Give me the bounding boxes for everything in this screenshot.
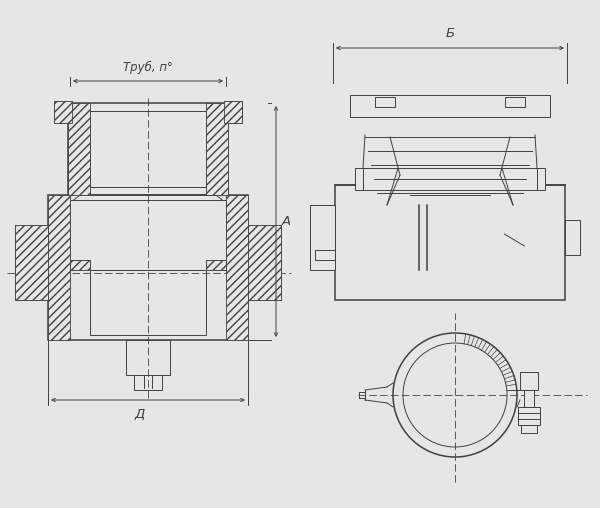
Bar — [54, 101, 72, 123]
Bar — [70, 200, 226, 270]
Bar — [520, 372, 538, 390]
Bar — [226, 195, 248, 340]
Bar — [90, 111, 206, 187]
Bar — [224, 101, 242, 123]
Bar — [54, 101, 72, 123]
Bar — [350, 95, 550, 117]
Bar — [335, 185, 565, 300]
Bar — [134, 375, 162, 390]
Bar — [505, 97, 525, 107]
Text: Б: Б — [445, 27, 455, 40]
Bar — [518, 407, 540, 425]
Bar — [206, 103, 228, 195]
Bar — [48, 195, 248, 340]
Bar — [126, 340, 170, 375]
Bar — [68, 103, 228, 195]
Text: А: А — [282, 215, 291, 228]
Bar — [524, 390, 534, 407]
Bar — [70, 260, 90, 270]
Bar — [521, 425, 537, 433]
Bar — [248, 225, 281, 300]
Bar — [315, 250, 335, 260]
Bar — [565, 220, 580, 255]
Text: Труб, п°: Труб, п° — [123, 61, 173, 74]
Bar — [90, 270, 206, 335]
Bar — [355, 168, 545, 190]
Bar — [15, 225, 48, 300]
Bar — [248, 225, 281, 300]
Bar — [70, 260, 90, 270]
Bar — [206, 260, 226, 270]
Bar — [15, 225, 48, 300]
Bar — [48, 195, 70, 340]
Bar — [375, 97, 395, 107]
Bar — [68, 103, 90, 195]
Bar — [310, 205, 335, 270]
Text: Д: Д — [135, 408, 145, 421]
Bar — [224, 101, 242, 123]
Bar — [206, 260, 226, 270]
